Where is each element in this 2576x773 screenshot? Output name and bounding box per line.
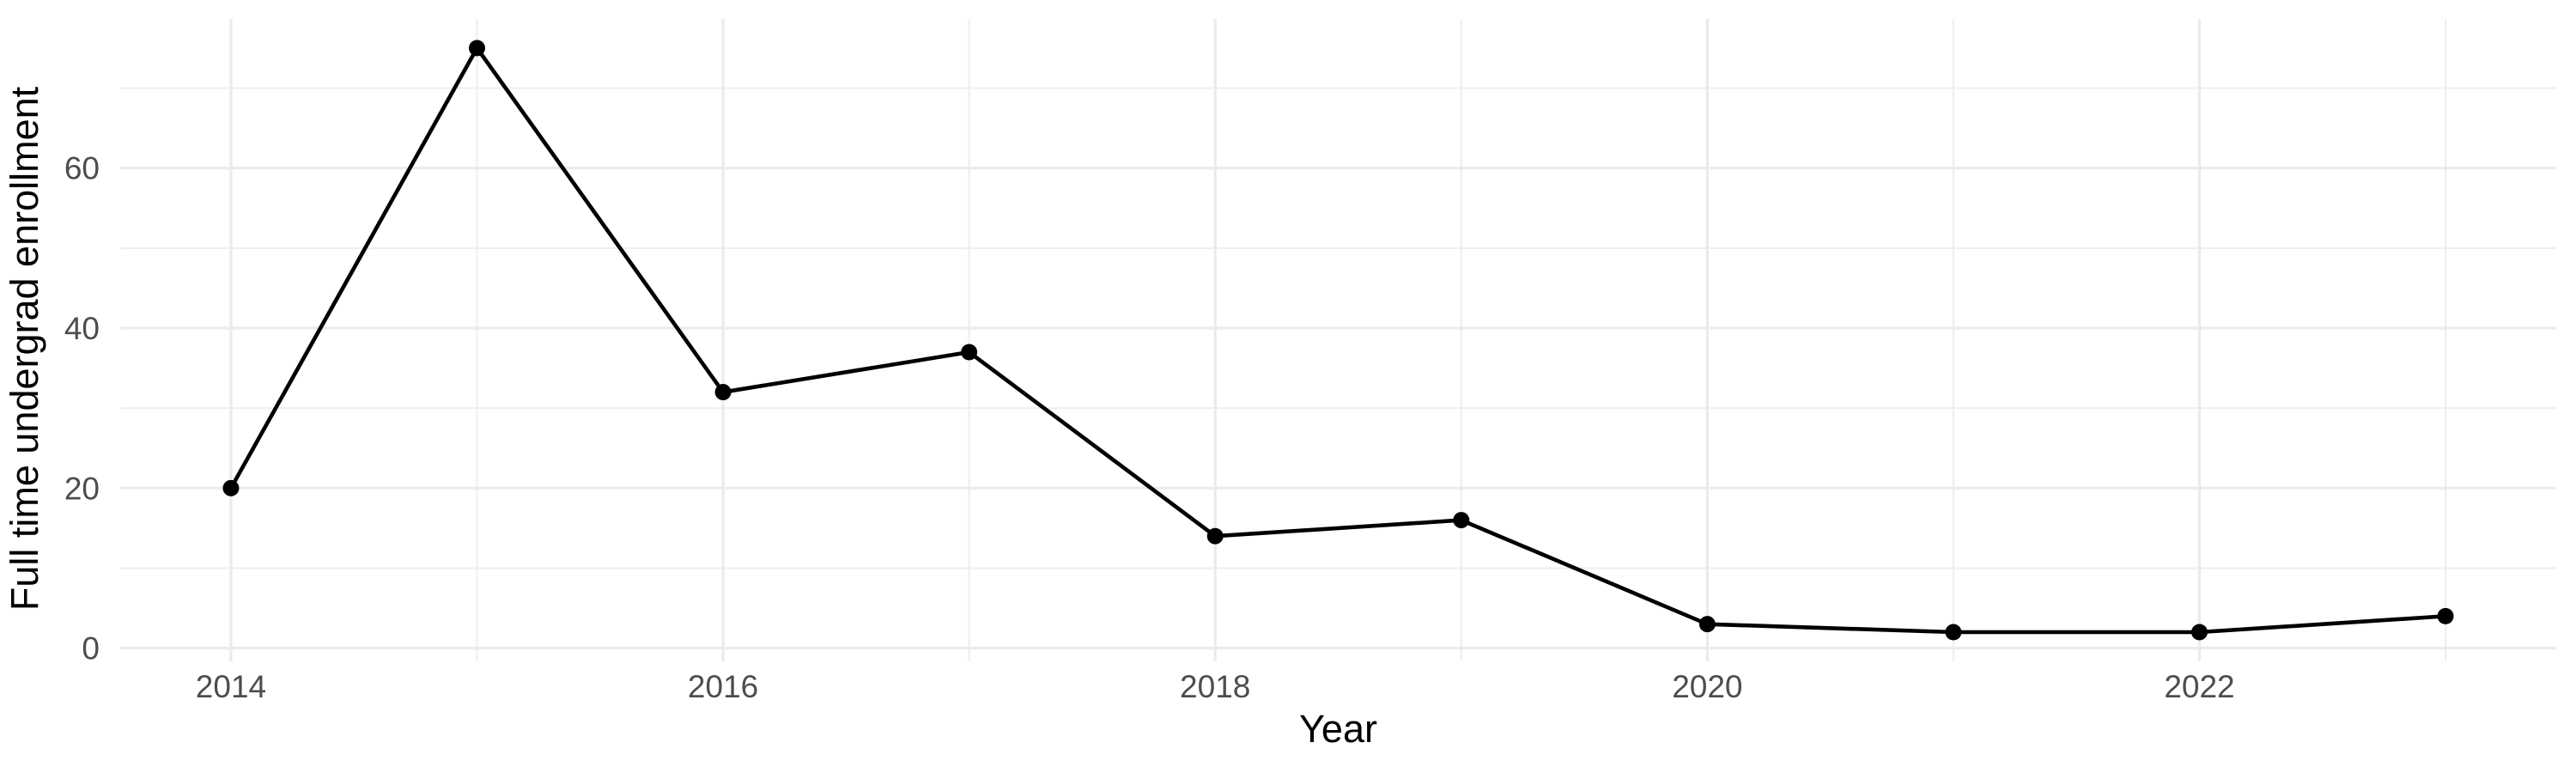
x-axis-tick-labels: 2014 2016 2018 2020 2022 [196,669,2235,704]
data-point [1206,527,1224,545]
y-axis-title: Full time undergrad enrollment [3,86,46,611]
y-tick-label: 0 [82,631,100,666]
x-axis-title: Year [1299,707,1377,751]
y-tick-label: 60 [64,151,100,186]
x-tick-label: 2022 [2164,669,2234,704]
y-axis-tick-labels: 0 20 40 60 [64,151,100,666]
data-point [1453,512,1470,529]
series-line [228,46,2446,635]
minor-gridlines [120,19,2556,661]
y-tick-label: 20 [64,471,100,506]
data-series [222,40,2454,641]
data-point [2437,607,2454,624]
x-tick-label: 2014 [196,669,266,704]
data-point [1698,616,1716,633]
data-point [1945,624,1962,641]
data-point [469,40,486,57]
x-tick-label: 2016 [688,669,758,704]
data-point [714,384,732,401]
x-tick-label: 2018 [1180,669,1250,704]
data-point [222,479,240,496]
y-tick-label: 40 [64,311,100,346]
data-point [2190,624,2208,641]
major-gridlines [120,19,2556,661]
data-point [961,344,978,361]
x-tick-label: 2020 [1672,669,1742,704]
